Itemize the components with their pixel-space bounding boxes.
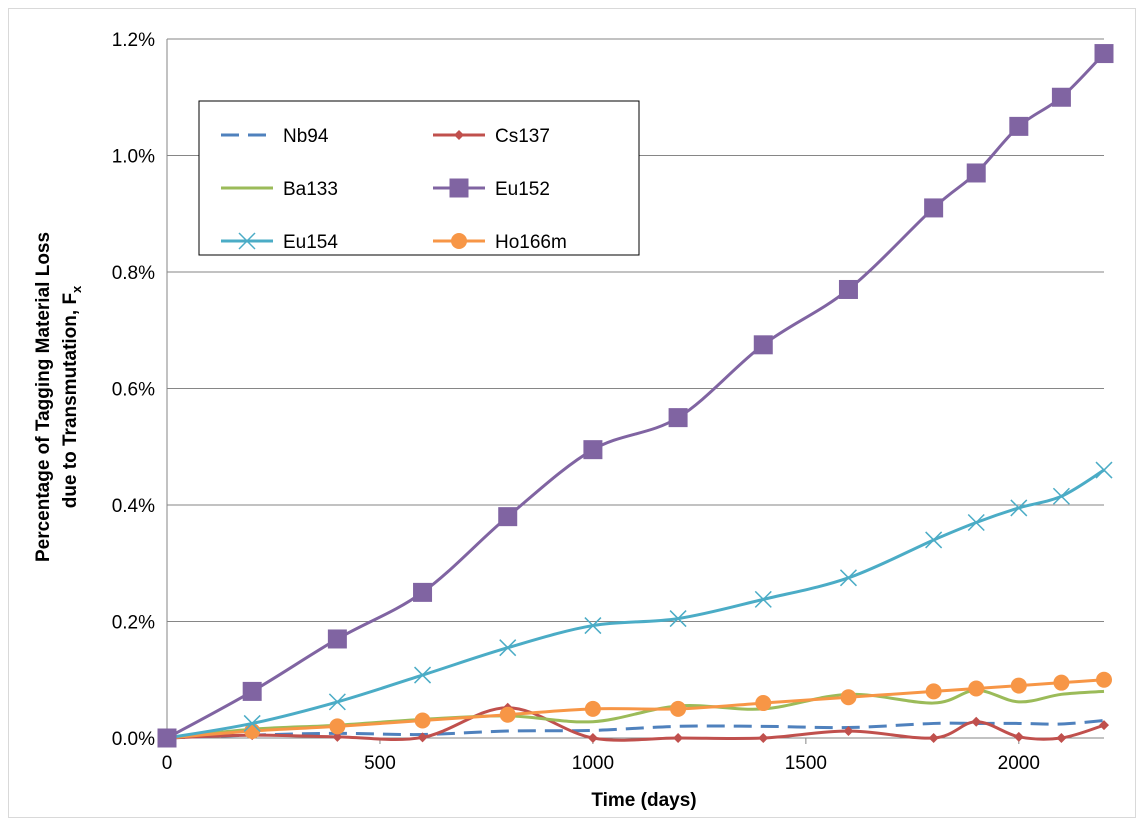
- chart-frame: 0.0% 0.2% 0.4% 0.6% 0.8% 1.0% 1.2% 0 500 1000 150…: [8, 8, 1136, 818]
- series-layer: [157, 44, 1114, 748]
- legend-label-nb94: Nb94: [283, 126, 329, 147]
- data-point-eu152: [327, 629, 347, 649]
- series-ba133: [166, 688, 1105, 740]
- data-point-eu154: [328, 693, 346, 711]
- x-tick-label: 1500: [785, 753, 827, 774]
- data-point-eu152: [966, 163, 986, 183]
- data-point-cs137: [1013, 731, 1024, 742]
- data-point-ho166m: [414, 712, 431, 729]
- y-tick-label: 0.8%: [112, 263, 155, 284]
- data-point-eu152: [157, 728, 177, 748]
- legend-label-ho166m: Ho166m: [495, 232, 567, 253]
- x-tick-labels: 0 500 1000 1500 2000: [162, 753, 1040, 774]
- data-point-eu152: [924, 198, 944, 218]
- x-axis-label: Time (days): [591, 790, 696, 811]
- data-point-ho166m: [670, 700, 687, 717]
- y-axis-label-line2: due to Transmutation, Fx: [60, 285, 84, 508]
- data-point-ho166m: [925, 683, 942, 700]
- data-point-eu154: [967, 513, 985, 532]
- data-point-ho166m: [1053, 674, 1070, 691]
- data-point-eu154: [499, 639, 517, 657]
- legend-marker-eu152: [449, 178, 469, 198]
- data-point-eu152: [1009, 116, 1029, 136]
- data-point-eu154: [839, 569, 857, 587]
- y-tick-label: 0.2%: [112, 613, 155, 634]
- data-point-eu152: [838, 279, 858, 299]
- data-point-cs137: [758, 733, 769, 743]
- data-point-eu154: [414, 666, 432, 684]
- legend-item-ho166m: Ho166m: [433, 232, 567, 253]
- data-point-eu154: [584, 617, 602, 635]
- data-point-cs137: [417, 732, 428, 743]
- data-point-eu152: [242, 681, 262, 701]
- series-line-ba133: [166, 688, 1105, 740]
- legend-label-cs137: Cs137: [495, 126, 550, 147]
- data-point-ho166m: [584, 700, 601, 717]
- data-point-eu154: [925, 531, 943, 549]
- legend: Nb94 Cs137 Ba133 Eu152 Eu154 Ho166m: [198, 100, 640, 256]
- y-axis-label: Percentage of Tagging Material Loss due …: [33, 232, 84, 562]
- data-point-eu152: [668, 408, 688, 428]
- data-point-cs137: [928, 733, 939, 743]
- y-axis-label-line2-text: due to Transmutation, F: [60, 293, 81, 508]
- legend-label-eu154: Eu154: [283, 232, 338, 253]
- legend-item-nb94: Nb94: [221, 126, 329, 147]
- data-point-eu152: [583, 440, 603, 460]
- data-point-eu154: [1052, 487, 1070, 505]
- data-point-eu152: [1094, 44, 1114, 64]
- data-point-eu154: [669, 610, 687, 628]
- data-point-ho166m: [840, 689, 857, 706]
- data-point-eu152: [753, 335, 773, 355]
- data-point-cs137: [971, 716, 982, 727]
- legend-item-ba133: Ba133: [221, 179, 338, 200]
- y-tick-label: 0.6%: [112, 380, 155, 401]
- x-tick-label: 500: [364, 753, 396, 774]
- data-point-eu154: [1095, 461, 1113, 479]
- y-axis-label-subscript: x: [69, 285, 84, 293]
- legend-item-cs137: Cs137: [433, 126, 550, 147]
- y-tick-label: 1.2%: [112, 30, 155, 51]
- y-tick-label: 0.0%: [112, 729, 155, 750]
- data-point-cs137: [843, 726, 854, 737]
- legend-label-ba133: Ba133: [283, 179, 338, 200]
- data-point-eu154: [754, 590, 772, 608]
- data-point-eu154: [1010, 499, 1028, 517]
- data-point-ho166m: [499, 706, 516, 723]
- legend-item-eu154: Eu154: [221, 232, 338, 253]
- series-line-eu154: [166, 468, 1105, 740]
- legend-marker-eu154: [238, 232, 256, 250]
- legend-marker-cs137: [454, 130, 464, 140]
- data-point-eu152: [498, 507, 518, 527]
- data-point-cs137: [673, 733, 684, 743]
- legend-item-eu152: Eu152: [433, 178, 550, 200]
- legend-label-eu152: Eu152: [495, 179, 550, 200]
- data-point-cs137: [332, 731, 343, 742]
- data-point-eu154: [243, 714, 261, 732]
- data-point-eu152: [1051, 87, 1071, 107]
- data-point-cs137: [1099, 720, 1109, 731]
- y-tick-labels: 0.0% 0.2% 0.4% 0.6% 0.8% 1.0% 1.2%: [112, 30, 155, 750]
- x-tick-label: 0: [162, 753, 173, 774]
- data-point-ho166m: [968, 680, 985, 697]
- data-point-ho166m: [329, 718, 346, 735]
- legend-marker-ho166m: [451, 233, 467, 249]
- legend-box: [198, 100, 640, 256]
- y-tick-label: 1.0%: [112, 147, 155, 168]
- data-point-eu152: [413, 582, 433, 602]
- series-eu154: [158, 461, 1113, 747]
- data-point-ho166m: [1010, 677, 1027, 694]
- line-chart: 0.0% 0.2% 0.4% 0.6% 0.8% 1.0% 1.2% 0 500 1000 150…: [33, 30, 1114, 811]
- data-point-ho166m: [1096, 671, 1112, 688]
- x-tick-label: 2000: [998, 753, 1040, 774]
- series-eu152: [157, 44, 1114, 748]
- x-tick-label: 1000: [572, 753, 614, 774]
- data-point-ho166m: [755, 695, 772, 712]
- data-point-cs137: [1056, 733, 1067, 743]
- y-axis-label-line1: Percentage of Tagging Material Loss: [33, 232, 54, 562]
- y-tick-label: 0.4%: [112, 496, 155, 517]
- data-point-cs137: [587, 733, 598, 743]
